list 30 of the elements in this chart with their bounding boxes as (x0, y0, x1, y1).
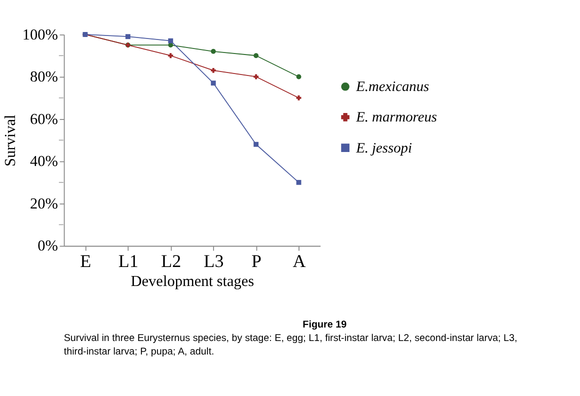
y-tick-label: 0% (38, 238, 58, 255)
point (296, 74, 302, 80)
x-tick-label: L1 (118, 250, 138, 271)
x-tick-label: L2 (161, 250, 182, 271)
y-tick-label: 100% (22, 26, 58, 44)
caption: Figure 19 (302, 320, 348, 331)
point (254, 53, 259, 58)
point (296, 95, 302, 100)
point (210, 68, 216, 73)
point (168, 38, 174, 44)
y-tick-label: 20% (30, 195, 58, 212)
point (125, 34, 130, 40)
point (210, 48, 216, 54)
x-axis-title: Development stages (130, 272, 254, 290)
y-tick-label: 60% (30, 110, 58, 128)
x-tick-label: L3 (204, 250, 224, 271)
point (210, 80, 216, 86)
y-axis-title: Survival (2, 114, 20, 166)
point (254, 142, 259, 147)
x-tick-label: E (80, 250, 92, 271)
x-tick-label: P (252, 250, 262, 271)
legend-label: E. marmoreus (355, 110, 438, 126)
x-tick-label: A (292, 250, 306, 271)
point (296, 180, 302, 185)
text: Survival in three Eurysternus species, by stage: E, egg; L1, first-instar larva; L2, second-instar larva; L3, third-instar larva; P, pupa; A, adult. (64, 333, 518, 358)
y-tick-label: 40% (30, 153, 58, 170)
legend-label: E. jessopi (355, 140, 412, 156)
legend-label: E.mexicanus (355, 79, 430, 96)
point (168, 53, 174, 58)
y-tick-label: 80% (30, 68, 58, 86)
